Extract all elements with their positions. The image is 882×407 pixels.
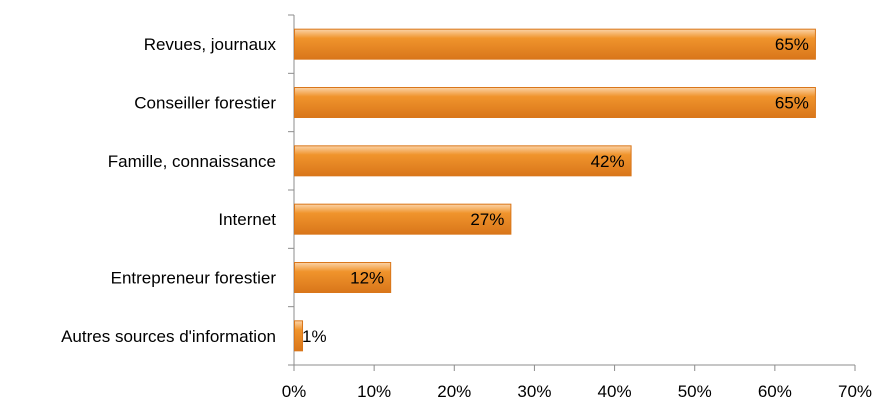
category-label: Revues, journaux [144, 35, 277, 54]
axes [288, 14, 856, 371]
x-tick-label: 0% [282, 382, 307, 401]
x-tick-label: 40% [598, 382, 632, 401]
x-tick-label: 70% [838, 382, 872, 401]
x-tick-label: 50% [678, 382, 712, 401]
bar [294, 28, 816, 60]
data-label: 12% [350, 269, 384, 288]
labels: 0% 10% 20% 30% 40% 50% 60% 70% Revues, journaux 6… [61, 35, 872, 401]
bar [294, 203, 512, 235]
x-tick-label: 10% [357, 382, 391, 401]
data-label: 1% [302, 327, 327, 346]
category-label: Autres sources d'information [61, 327, 276, 346]
bars [294, 28, 816, 352]
category-label: Conseiller forestier [134, 94, 276, 113]
category-label: Entrepreneur forestier [111, 269, 277, 288]
data-label: 65% [775, 35, 809, 54]
data-label: 27% [470, 210, 504, 229]
x-tick-label: 20% [437, 382, 471, 401]
x-tick-label: 30% [517, 382, 551, 401]
category-label: Famille, connaissance [108, 152, 276, 171]
bar [294, 145, 632, 177]
x-tick-label: 60% [758, 382, 792, 401]
bar [294, 262, 392, 293]
data-label: 65% [775, 94, 809, 113]
bar [294, 320, 304, 352]
category-label: Internet [218, 210, 276, 229]
bar [294, 87, 816, 118]
data-label: 42% [591, 152, 625, 171]
